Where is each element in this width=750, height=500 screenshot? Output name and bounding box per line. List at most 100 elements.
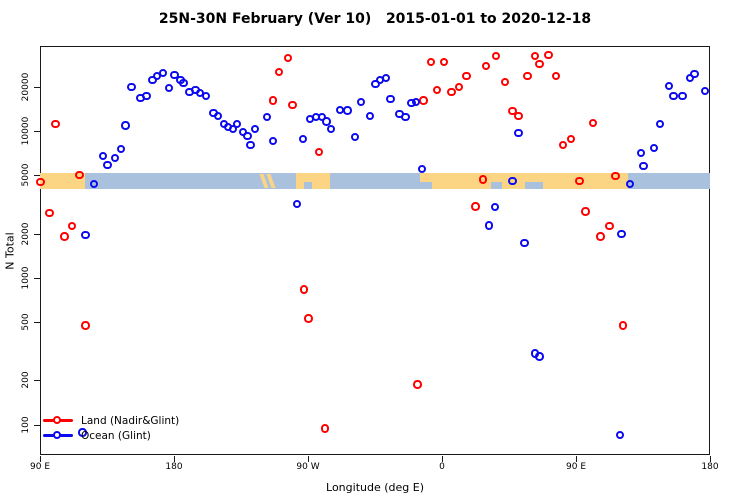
- data-point-land: [514, 111, 523, 121]
- data-point-land: [611, 172, 620, 181]
- data-point-land: [447, 87, 456, 97]
- data-point-ocean: [90, 180, 99, 189]
- data-point-ocean: [655, 119, 665, 129]
- data-point-ocean: [179, 78, 188, 88]
- data-point-land: [304, 314, 313, 323]
- y-tick-mark: [34, 380, 40, 382]
- data-point-ocean: [381, 73, 391, 83]
- data-point-land: [300, 285, 309, 294]
- y-tick-label: 5000: [21, 163, 31, 187]
- data-point-land: [523, 71, 532, 81]
- data-point-ocean: [685, 73, 695, 83]
- legend-label: Ocean (Glint): [81, 429, 151, 442]
- x-tick-mark: [40, 456, 41, 462]
- data-point-ocean: [617, 229, 626, 239]
- data-point-land: [439, 57, 449, 67]
- data-point-land: [508, 106, 517, 116]
- data-point-ocean: [233, 119, 242, 129]
- data-point-land: [559, 141, 568, 150]
- legend-label: Land (Nadir&Glint): [81, 414, 180, 427]
- data-point-ocean: [639, 162, 648, 171]
- data-point-ocean: [678, 91, 687, 101]
- legend-circle: [53, 415, 62, 424]
- data-point-ocean: [250, 124, 260, 134]
- y-tick-label: 200: [21, 371, 31, 389]
- data-point-ocean: [514, 129, 523, 138]
- ocean-series-marker-icon: [43, 430, 73, 441]
- data-point-land: [45, 209, 54, 218]
- y-tick-mark: [34, 277, 40, 279]
- data-point-ocean: [664, 81, 674, 91]
- data-point-ocean: [121, 121, 130, 130]
- data-point-ocean: [520, 238, 529, 248]
- data-point-ocean: [127, 82, 136, 92]
- x-tick-mark: [308, 456, 309, 462]
- y-tick-label: 20000: [21, 72, 31, 102]
- data-point-ocean: [317, 112, 327, 122]
- data-point-ocean: [700, 86, 709, 96]
- land-segment: [296, 173, 331, 190]
- y-tick-mark: [34, 424, 40, 426]
- data-point-land: [413, 380, 422, 389]
- ocean-notch: [525, 182, 544, 190]
- data-point-land: [492, 51, 501, 61]
- data-point-ocean: [246, 141, 255, 150]
- data-point-ocean: [201, 91, 211, 101]
- data-point-land: [581, 207, 590, 216]
- legend-circle: [53, 430, 62, 439]
- data-point-ocean: [268, 136, 278, 146]
- ocean-notch: [303, 182, 313, 190]
- data-point-ocean: [649, 143, 659, 153]
- data-point-land: [426, 57, 435, 67]
- x-tick-label: 0: [439, 462, 445, 472]
- data-point-ocean: [669, 91, 678, 101]
- x-tick-label: 90 W: [296, 462, 320, 472]
- data-point-ocean: [262, 112, 272, 122]
- data-point-land: [605, 221, 614, 231]
- data-point-ocean: [626, 180, 635, 189]
- data-point-land: [566, 135, 575, 144]
- x-tick-label: 180: [701, 462, 719, 472]
- data-point-land: [454, 82, 464, 92]
- y-tick-mark: [34, 321, 40, 323]
- y-tick-label: 2000: [21, 222, 31, 246]
- data-point-ocean: [535, 352, 544, 361]
- x-tick-mark: [576, 456, 577, 462]
- data-point-land: [419, 96, 428, 105]
- data-point-land: [36, 178, 45, 187]
- data-point-ocean: [228, 124, 237, 134]
- data-point-land: [81, 321, 90, 330]
- data-point-land: [274, 67, 284, 77]
- data-point-land: [544, 50, 553, 60]
- legend-item-land: Land (Nadir&Glint): [43, 413, 179, 428]
- data-point-land: [320, 424, 330, 433]
- data-point-land: [60, 232, 69, 241]
- data-point-ocean: [110, 153, 120, 163]
- y-tick-label: 500: [21, 313, 31, 331]
- data-point-ocean: [401, 112, 410, 122]
- data-point-land: [471, 202, 480, 211]
- y-tick-mark: [34, 233, 40, 235]
- data-point-ocean: [142, 91, 151, 101]
- data-point-land: [596, 232, 605, 241]
- x-axis-title: Longitude (deg E): [326, 481, 424, 494]
- plot-area: [40, 46, 710, 455]
- x-tick-mark: [710, 456, 711, 462]
- data-point-land: [551, 71, 561, 81]
- data-point-ocean: [322, 117, 331, 126]
- land-segment: [419, 173, 629, 190]
- x-tick-mark: [442, 456, 443, 462]
- data-point-land: [432, 85, 441, 95]
- data-point-land: [588, 118, 598, 128]
- data-point-ocean: [484, 221, 494, 230]
- data-point-ocean: [213, 111, 223, 121]
- land-segment: [40, 173, 85, 190]
- data-point-ocean: [411, 97, 421, 107]
- data-point-land: [618, 321, 628, 330]
- legend: Land (Nadir&Glint) Ocean (Glint): [43, 413, 179, 443]
- data-point-ocean: [292, 199, 301, 209]
- data-point-land: [478, 175, 488, 184]
- x-tick-label: 90 E: [30, 462, 50, 472]
- data-point-ocean: [490, 203, 499, 212]
- data-point-land: [535, 59, 544, 69]
